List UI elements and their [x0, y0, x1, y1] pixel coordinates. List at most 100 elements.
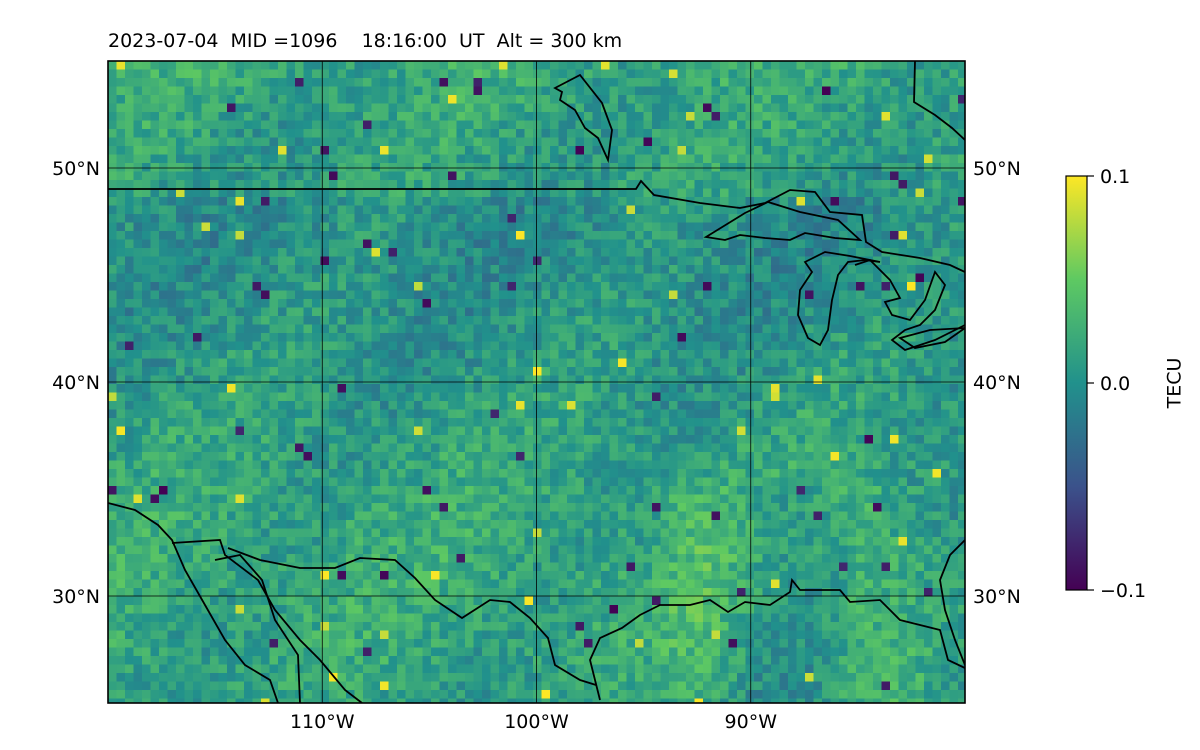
heat-cell [643, 409, 653, 419]
heat-cell [941, 154, 950, 164]
heat-cell [558, 333, 568, 342]
heat-cell [193, 137, 202, 147]
heat-cell [337, 341, 347, 351]
heat-cell [439, 78, 449, 87]
heat-cell [711, 69, 721, 79]
heat-cell [796, 197, 806, 206]
heat-cell [448, 231, 457, 240]
heat-cell [720, 222, 729, 232]
heat-cell [618, 409, 627, 419]
heat-cell [116, 460, 126, 470]
heat-cell [329, 129, 338, 138]
heat-cell [958, 316, 965, 325]
heat-cell [822, 409, 831, 419]
heat-cell [686, 290, 695, 300]
heat-cell [346, 341, 355, 351]
heat-cell [286, 401, 296, 410]
heat-cell [422, 146, 432, 155]
heat-cell [363, 333, 372, 342]
heat-cell [320, 299, 330, 308]
heat-cell [193, 129, 202, 138]
heat-cell [618, 188, 627, 198]
heat-cell [295, 299, 304, 308]
heat-cell [592, 180, 602, 189]
map-plot-area[interactable] [107, 60, 967, 707]
heat-cell [312, 452, 321, 461]
heat-cell [184, 392, 194, 402]
heat-cell [346, 231, 355, 240]
heat-cell [873, 86, 882, 96]
heat-cell [490, 256, 500, 266]
heat-cell [303, 103, 313, 113]
heat-cell [473, 256, 483, 266]
heat-cell [643, 180, 653, 189]
heat-cell [813, 112, 823, 121]
heat-cell [643, 69, 653, 79]
heat-cell [507, 392, 517, 402]
heat-cell [541, 163, 551, 172]
heat-cell [864, 392, 874, 402]
heat-cell [465, 299, 474, 308]
heat-cell [312, 367, 321, 376]
heat-cell [218, 222, 228, 232]
heat-cell [320, 137, 330, 147]
heat-cell [609, 154, 619, 164]
heat-cell [541, 316, 551, 325]
heat-cell [558, 375, 568, 385]
heat-cell [686, 333, 695, 342]
heat-cell [184, 256, 194, 266]
heat-cell [788, 367, 797, 376]
heat-cell [278, 307, 287, 317]
heat-cell [601, 324, 610, 334]
heat-cell [329, 197, 338, 206]
heat-cell [856, 426, 865, 436]
heat-cell [218, 341, 228, 351]
heat-cell [431, 469, 440, 478]
heat-cell [686, 282, 695, 291]
heat-cell [677, 103, 687, 113]
heat-cell [601, 341, 610, 351]
heat-cell [601, 197, 610, 206]
heat-cell [235, 358, 245, 368]
heat-cell [193, 146, 202, 155]
heat-cell [490, 384, 500, 393]
heat-cell [516, 273, 525, 283]
heat-cell [703, 367, 712, 376]
heat-cell [312, 205, 321, 215]
heat-cell [295, 392, 304, 402]
heat-cell [779, 418, 789, 427]
heat-cell [516, 392, 525, 402]
heat-cell [201, 86, 211, 96]
heat-cell [218, 469, 228, 478]
heat-cell [473, 188, 483, 198]
heat-cell [176, 146, 185, 155]
heat-cell [482, 282, 491, 291]
heat-cell [694, 239, 704, 249]
heat-cell [771, 120, 780, 130]
heat-cell [779, 248, 789, 257]
heat-cell [193, 477, 202, 487]
heat-cell [108, 95, 117, 104]
heat-cell [176, 103, 185, 113]
heat-cell [201, 95, 211, 104]
heat-cell [711, 205, 721, 215]
heat-cell [499, 214, 508, 223]
heat-cell [567, 188, 576, 198]
heat-cell [711, 231, 721, 240]
heat-cell [541, 129, 551, 138]
heat-cell [108, 282, 117, 291]
heat-cell [788, 409, 797, 419]
heat-cell [890, 61, 899, 70]
heat-cell [635, 460, 644, 470]
heat-cell [346, 120, 355, 130]
heat-cell [159, 86, 168, 96]
heat-cell [524, 78, 534, 87]
heat-cell [227, 477, 236, 487]
heat-cell [371, 222, 381, 232]
heat-cell [558, 358, 568, 368]
heat-cell [261, 146, 270, 155]
heat-cell [303, 418, 313, 427]
heat-cell [303, 324, 313, 334]
heat-cell [125, 358, 134, 368]
heat-cell [405, 273, 415, 283]
